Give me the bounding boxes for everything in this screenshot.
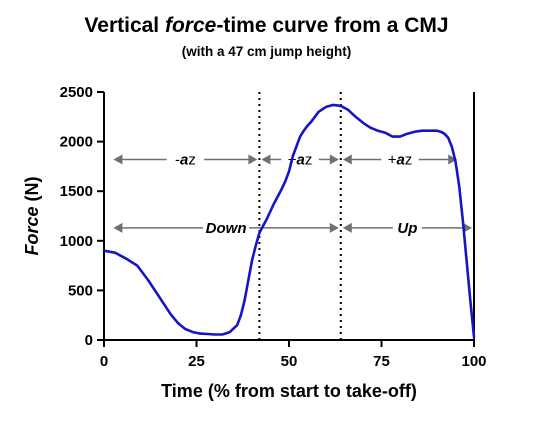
y-tick-label: 1000	[60, 233, 93, 250]
force-series-line	[102, 103, 476, 339]
title-part-3: -time curve from a CMJ	[216, 14, 449, 37]
axes: 0 500 1000 1500 2000 2500 0 25 50 75 100	[60, 84, 487, 370]
phase-annotation-label: Up	[397, 220, 417, 237]
y-tick-label: 2000	[60, 134, 93, 151]
phase-annotation-label: -az	[175, 151, 196, 168]
arrow-head	[113, 222, 123, 233]
y-axis-label-unit: (N)	[22, 176, 42, 206]
x-tick-label: 25	[188, 353, 205, 370]
arrow-head	[261, 154, 271, 165]
y-tick-label: 500	[68, 282, 93, 299]
arrow-head	[329, 222, 339, 233]
arrow-head	[329, 154, 339, 165]
series-group	[102, 103, 476, 339]
y-axis-label: Force (N)	[22, 176, 42, 255]
arrow-head	[342, 154, 352, 165]
arrow-head	[113, 154, 123, 165]
title-part-1: Vertical	[84, 14, 165, 37]
x-tick-label: 75	[373, 353, 390, 370]
x-tick-label: 100	[461, 353, 486, 370]
arrow-head	[248, 154, 258, 165]
x-tick-label: 0	[100, 353, 108, 370]
y-axis-label-force: Force	[22, 206, 42, 255]
phase-annotation-label: Down	[206, 220, 247, 237]
chart-subtitle: (with a 47 cm jump height)	[181, 44, 352, 59]
title-part-force: force	[164, 14, 217, 37]
x-axis-label: Time (% from start to take-off)	[161, 381, 417, 401]
y-tick-label: 1500	[60, 183, 93, 200]
arrow-head	[448, 154, 458, 165]
arrow-head	[342, 222, 352, 233]
phase-divider-lines	[258, 92, 342, 340]
arrow-head	[463, 222, 472, 233]
phase-annotation-label: +az	[388, 151, 413, 168]
x-tick-label: 50	[281, 353, 298, 370]
chart-title: Vertical force-time curve from a CMJ	[0, 14, 533, 38]
y-tick-label: 2500	[60, 84, 93, 101]
y-tick-label: 0	[85, 332, 93, 349]
